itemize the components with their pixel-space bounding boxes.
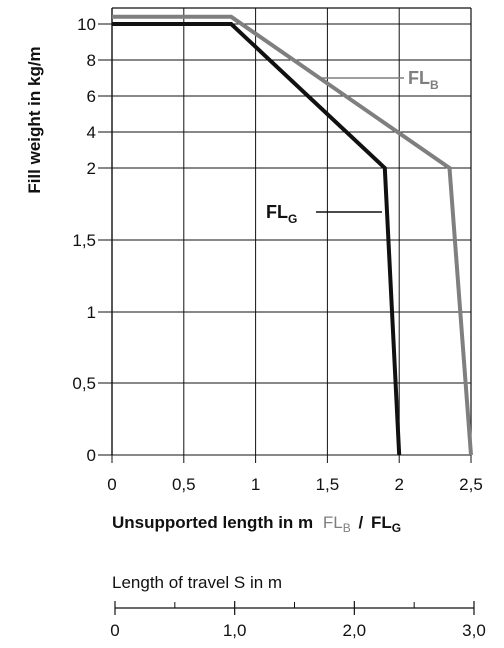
labels-layer: FLB FLG bbox=[266, 68, 439, 226]
y-tick-label: 0 bbox=[87, 446, 96, 465]
x-axis-title-series-g-sub: G bbox=[392, 521, 401, 535]
x-tick-label: 1 bbox=[251, 475, 260, 494]
x-tick-label: 1,5 bbox=[316, 475, 340, 494]
x-axis-title-series-b-sub: B bbox=[343, 521, 351, 535]
y-tick-label: 10 bbox=[77, 15, 96, 34]
x-tick-label: 0 bbox=[107, 475, 116, 494]
secondary-tick-label: 2,0 bbox=[343, 621, 367, 640]
x-axis-title-series-g: FL bbox=[371, 513, 392, 532]
y-tick-label: 1,5 bbox=[72, 231, 96, 250]
y-tick-label: 2 bbox=[87, 159, 96, 178]
grid: 0 0,5 1 1,5 2 2,5 0 0,5 1 1,5 2 4 6 8 10 bbox=[72, 7, 483, 494]
y-tick-label: 6 bbox=[87, 87, 96, 106]
secondary-tick-label: 3,0 bbox=[462, 621, 486, 640]
y-tick-label: 4 bbox=[87, 123, 96, 142]
x-tick-label: 2 bbox=[394, 475, 403, 494]
x-tick-label: 0,5 bbox=[172, 475, 196, 494]
series-line-flg bbox=[112, 22, 402, 456]
y-tick-label: 0,5 bbox=[72, 374, 96, 393]
x-axis-title-separator: / bbox=[358, 513, 363, 532]
y-tick-label: 1 bbox=[87, 303, 96, 322]
secondary-axis: 0 1,0 2,0 3,0 bbox=[110, 601, 486, 640]
secondary-tick-label: 1,0 bbox=[223, 621, 247, 640]
x-axis-title-main: Unsupported length in m bbox=[112, 513, 313, 532]
x-axis-title: Unsupported length in m FLB / FLG bbox=[112, 513, 401, 536]
series-label-flg: FLG bbox=[266, 202, 297, 226]
y-axis-title: Fill weight in kg/m bbox=[25, 46, 44, 193]
secondary-tick-label: 0 bbox=[110, 621, 119, 640]
x-axis-title-series-b: FL bbox=[323, 513, 343, 532]
series-layer bbox=[112, 14, 473, 456]
y-tick-label: 8 bbox=[87, 51, 96, 70]
secondary-axis-title: Length of travel S in m bbox=[112, 573, 282, 592]
x-tick-label: 2,5 bbox=[459, 475, 483, 494]
series-line-flb bbox=[112, 14, 473, 456]
series-label-flb: FLB bbox=[408, 68, 439, 92]
